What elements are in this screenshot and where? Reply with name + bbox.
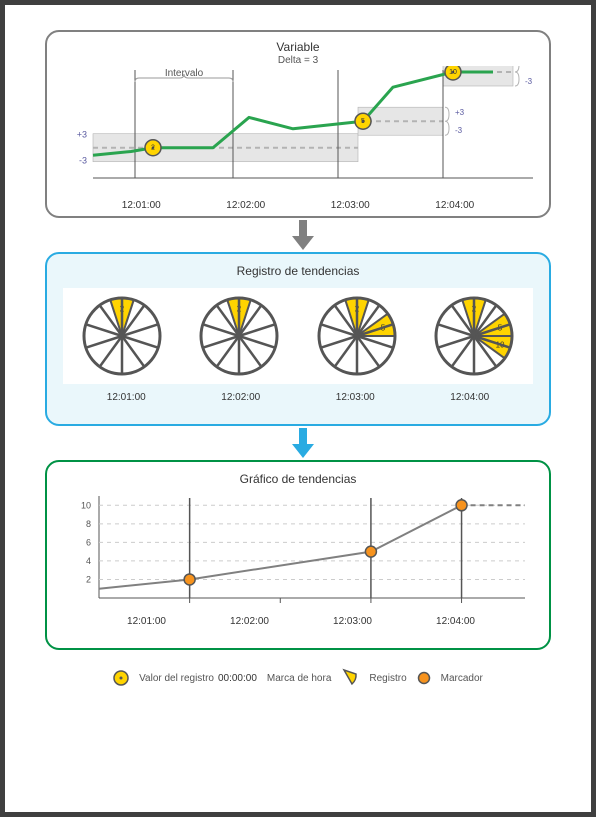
wheel-icon: 25	[315, 294, 399, 378]
svg-text:8: 8	[86, 519, 91, 529]
legend-valor-label: Valor del registro	[139, 673, 214, 684]
panel1-subtitle: Delta = 3	[59, 55, 537, 66]
legend-registro-label: Registro	[369, 673, 406, 684]
arrow-down-2	[45, 426, 561, 460]
time-label: 12:03:00	[336, 392, 375, 403]
svg-text:10: 10	[81, 500, 91, 510]
svg-text:-3: -3	[79, 156, 87, 166]
svg-text:4: 4	[86, 556, 91, 566]
svg-text:10: 10	[449, 69, 457, 76]
legend-marcador-label: Marcador	[441, 673, 483, 684]
arrow-down-1	[45, 218, 561, 252]
time-label: 12:01:00	[127, 616, 166, 627]
svg-text:5: 5	[361, 118, 365, 125]
panel3-times: 12:01:00 12:02:00 12:03:00 12:04:00	[59, 616, 537, 627]
legend-registro-icon	[341, 668, 359, 688]
trend-chart: 2 4 6 8 10	[59, 486, 545, 612]
page-frame: Variable Delta = 3 +3 -3 +3 -3 +3 -3 Intervalo…	[0, 0, 596, 817]
panel1-times: 12:01:00 12:02:00 12:03:00 12:04:00	[59, 200, 537, 211]
time-label: 12:01:00	[122, 200, 161, 211]
panel3-title: Gráfico de tendencias	[59, 472, 537, 486]
svg-text:+3: +3	[455, 108, 465, 117]
time-label: 12:02:00	[230, 616, 269, 627]
panel2-title: Registro de tendencias	[59, 264, 537, 278]
legend-valor-icon	[113, 670, 129, 686]
time-label: 12:04:00	[435, 200, 474, 211]
wheel-row: 22 25 2510	[63, 288, 533, 384]
wheel-icon: 2	[80, 294, 164, 378]
time-label: 12:03:00	[333, 616, 372, 627]
svg-text:2: 2	[86, 574, 91, 584]
time-label: 12:02:00	[221, 392, 260, 403]
wheel-icon: 2510	[432, 294, 516, 378]
variable-panel: Variable Delta = 3 +3 -3 +3 -3 +3 -3 Intervalo…	[45, 30, 551, 218]
legend-marca-label: Marca de hora	[267, 673, 331, 684]
svg-text:6: 6	[86, 537, 91, 547]
svg-text:+3: +3	[525, 66, 535, 68]
panel1-title: Variable	[59, 40, 537, 54]
panel2-times: 12:01:00 12:02:00 12:03:00 12:04:00	[59, 392, 537, 403]
svg-text:Intervalo: Intervalo	[165, 68, 204, 79]
time-label: 12:01:00	[107, 392, 146, 403]
svg-text:+3: +3	[77, 130, 87, 140]
time-label: 12:04:00	[450, 392, 489, 403]
legend-marcador-icon	[417, 671, 431, 685]
time-label: 12:04:00	[436, 616, 475, 627]
variable-chart: +3 -3 +3 -3 +3 -3 Intervalo 2 5 10	[59, 66, 545, 196]
svg-text:-3: -3	[525, 77, 533, 86]
svg-text:-3: -3	[455, 126, 463, 135]
time-label: 12:03:00	[331, 200, 370, 211]
legend: Valor del registro 00:00:00 Marca de hor…	[45, 668, 551, 688]
time-label: 12:02:00	[226, 200, 265, 211]
trend-chart-panel: Gráfico de tendencias 246810 12:01:0012:…	[45, 460, 551, 650]
trend-log-panel: Registro de tendencias 22 25 2510 12:01:00…	[45, 252, 551, 426]
svg-text:2: 2	[151, 145, 155, 152]
wheel-icon: 2	[197, 294, 281, 378]
legend-marca-time: 00:00:00	[218, 673, 257, 684]
